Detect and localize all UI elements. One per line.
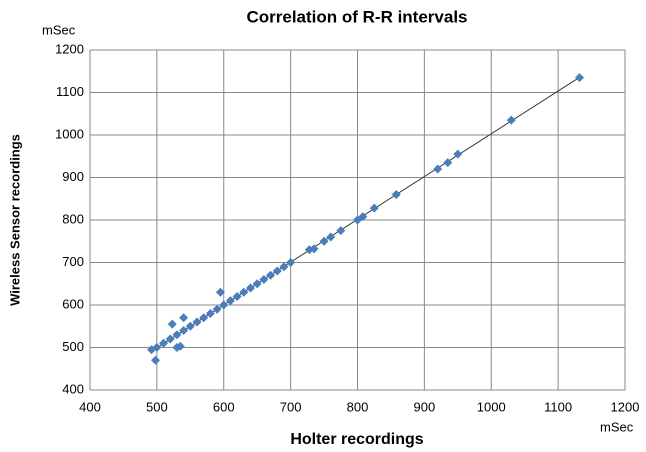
data-point <box>453 149 463 159</box>
data-point <box>279 262 289 272</box>
x-tick-label: 900 <box>414 399 436 414</box>
data-point <box>151 355 161 365</box>
x-tick-label: 500 <box>146 399 168 414</box>
x-tick-label: 600 <box>213 399 235 414</box>
y-tick-label: 500 <box>62 339 84 354</box>
data-point <box>239 287 249 297</box>
y-tick-label: 400 <box>62 381 84 396</box>
data-point <box>266 270 276 280</box>
data-point <box>286 258 296 267</box>
data-point <box>159 338 169 348</box>
y-tick-label: 1100 <box>56 84 84 99</box>
data-point <box>179 313 189 323</box>
data-point <box>219 300 229 310</box>
y-unit: mSec <box>42 22 76 37</box>
y-tick-label: 900 <box>62 169 84 184</box>
y-tick-label: 800 <box>62 211 84 226</box>
data-point <box>336 226 346 236</box>
data-point <box>326 232 336 242</box>
data-point <box>192 317 202 327</box>
data-point <box>259 275 269 284</box>
x-unit: mSec <box>600 419 634 434</box>
data-point <box>246 283 255 293</box>
data-point <box>167 319 177 329</box>
data-point <box>165 334 175 344</box>
data-point <box>199 313 209 323</box>
data-point <box>369 203 379 213</box>
data-point <box>391 190 401 199</box>
data-point <box>232 292 242 301</box>
data-point <box>205 309 215 318</box>
data-point <box>225 296 235 306</box>
data-point <box>172 330 182 340</box>
data-point <box>215 287 225 297</box>
data-point <box>506 115 516 125</box>
x-tick-label: 400 <box>79 399 101 414</box>
data-point <box>309 244 319 254</box>
y-tick-label: 1200 <box>55 41 84 56</box>
data-point <box>433 164 443 174</box>
x-tick-label: 1100 <box>544 399 572 414</box>
data-point <box>443 158 453 168</box>
x-tick-label: 1200 <box>611 399 640 414</box>
data-point <box>179 326 189 335</box>
data-point <box>252 279 262 289</box>
data-point <box>358 212 368 222</box>
x-tick-label: 700 <box>280 399 302 414</box>
data-point <box>212 304 222 314</box>
y-tick-label: 1000 <box>55 126 84 141</box>
x-tick-label: 1000 <box>477 399 506 414</box>
x-tick-label: 800 <box>347 399 369 414</box>
y-tick-label: 700 <box>62 254 84 269</box>
data-point <box>575 73 585 83</box>
data-point <box>175 341 185 351</box>
data-point <box>185 321 195 331</box>
x-axis-label: Holter recordings <box>290 431 423 448</box>
data-point <box>272 266 282 276</box>
y-axis-label: Wireless Sensor recordings <box>7 134 22 306</box>
y-tick-label: 600 <box>62 296 84 311</box>
chart-title: Correlation of R-R intervals <box>246 7 467 26</box>
data-point <box>319 236 329 246</box>
data-point <box>152 343 162 352</box>
